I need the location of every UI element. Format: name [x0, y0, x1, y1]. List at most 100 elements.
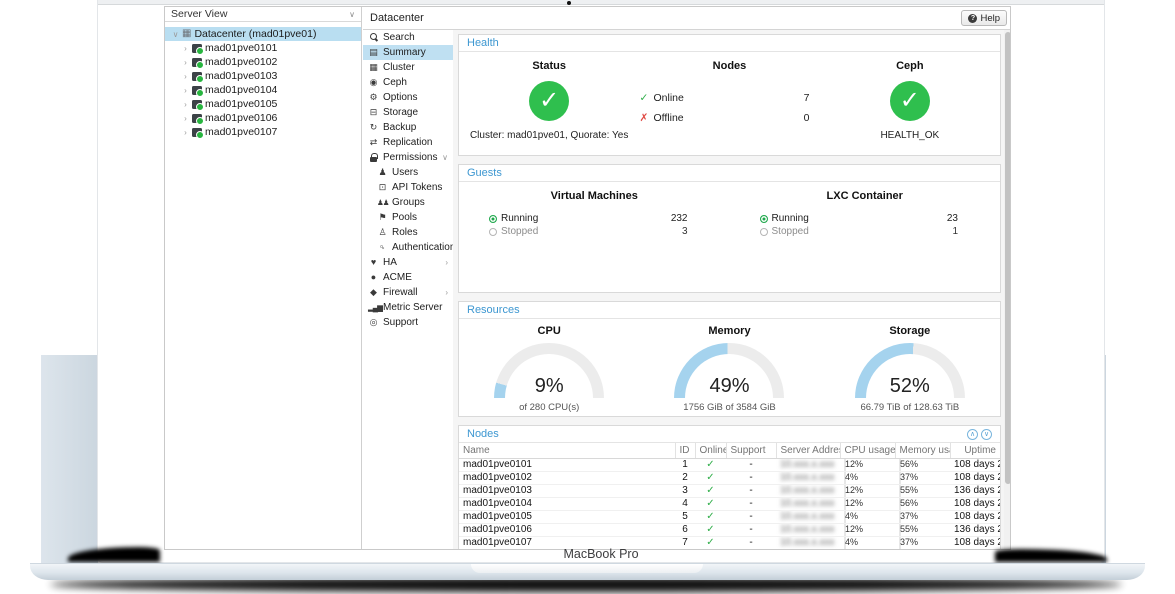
col-support[interactable]: Support — [725, 443, 776, 459]
tree-item-node[interactable]: › mad01pve0101 — [165, 41, 361, 55]
replication-icon: ⇄ — [369, 137, 378, 147]
menu-item-options[interactable]: ⚙ Options — [363, 90, 453, 105]
macbook-pro-label: MacBook Pro — [563, 547, 639, 561]
menu-item-backup[interactable]: ↻ Backup — [363, 120, 453, 135]
caret-right-icon[interactable]: › — [184, 113, 187, 123]
tree-item-node[interactable]: › mad01pve0103 — [165, 69, 361, 83]
laptop-top-bezel — [98, 0, 1104, 5]
table-row[interactable]: mad01pve0106 6 ✓ - 10.xxx.x.xxx 12% 55% … — [459, 523, 1000, 537]
node-online-icon — [192, 85, 204, 97]
col-name[interactable]: Name — [459, 443, 675, 459]
menu-item-label: ACME — [383, 272, 412, 283]
menu-item-summary[interactable]: ▤ Summary — [363, 45, 453, 60]
table-row[interactable]: mad01pve0104 4 ✓ - 10.xxx.x.xxx 12% 56% … — [459, 497, 1000, 511]
menu-item-groups[interactable]: ♟♟ Groups — [363, 195, 453, 210]
col-memory-usage[interactable]: Memory usage — [894, 443, 950, 459]
cpu-usage-bar: 12% — [844, 523, 864, 535]
tags-icon: ⚑ — [378, 212, 387, 222]
tree-item-node[interactable]: › mad01pve0104 — [165, 83, 361, 97]
server-address-blurred: 10.xxx.x.xxx — [780, 498, 835, 509]
menu-item-authentication[interactable]: ♀ Authentication — [363, 240, 455, 255]
menu-item-firewall[interactable]: ◆ Firewall › — [363, 285, 453, 300]
scrollbar-thumb[interactable] — [1005, 32, 1010, 484]
resources-section: Resources CPU 9% of 280 CPU(s) — [458, 301, 1001, 417]
menu-item-pools[interactable]: ⚑ Pools — [363, 210, 453, 225]
menu-item-users[interactable]: ♟ Users — [363, 165, 453, 180]
table-row[interactable]: mad01pve0101 1 ✓ - 10.xxx.x.xxx 12% 56% … — [459, 458, 1000, 472]
section-title: Guests — [467, 167, 502, 179]
running-dot-icon — [759, 214, 768, 223]
menu-item-api-tokens[interactable]: ⊡ API Tokens — [363, 180, 453, 195]
collapse-up-button[interactable]: ∧ — [967, 428, 978, 440]
menu-item-search[interactable]: Search — [363, 30, 453, 45]
tree-item-node[interactable]: › mad01pve0105 — [165, 97, 361, 111]
table-row[interactable]: mad01pve0103 3 ✓ - 10.xxx.x.xxx 12% 55% … — [459, 484, 1000, 498]
chevron-down-icon[interactable]: ∨ — [349, 9, 355, 19]
caret-right-icon[interactable]: › — [184, 127, 187, 137]
menu-item-ha[interactable]: ♥ HA › — [363, 255, 453, 270]
col-id[interactable]: ID — [674, 443, 695, 459]
lxc-title: LXC Container — [826, 190, 903, 202]
lxc-running-row: Running 23 — [759, 212, 958, 225]
caret-right-icon[interactable]: › — [184, 57, 187, 67]
caret-right-icon[interactable]: › — [184, 71, 187, 81]
lid-shadow-left — [68, 547, 160, 562]
table-row[interactable]: mad01pve0107 7 ✓ - 10.xxx.x.xxx 4% 37% 1… — [459, 536, 1000, 549]
question-icon: ? — [968, 13, 978, 23]
tree-item-node[interactable]: › mad01pve0107 — [165, 125, 361, 139]
cpu-usage-bar: 12% — [844, 458, 864, 470]
health-section: Health Status ✓ Cluster: mad01pve01, Quo… — [458, 34, 1001, 156]
lxc-stopped-count: 1 — [952, 226, 958, 237]
cpu-usage-bar: 12% — [844, 484, 864, 496]
ceph-ok-icon: ✓ — [889, 81, 930, 121]
tree-item-node[interactable]: › mad01pve0102 — [165, 55, 361, 69]
col-uptime[interactable]: Uptime — [949, 443, 1000, 459]
menu-item-acme[interactable]: ● ACME — [363, 270, 453, 285]
menu-item-label: HA — [383, 257, 397, 268]
table-row[interactable]: mad01pve0105 5 ✓ - 10.xxx.x.xxx 4% 37% 1… — [459, 510, 1000, 524]
menu-item-ceph[interactable]: ◉ Ceph — [363, 75, 453, 90]
table-row[interactable]: mad01pve0102 2 ✓ - 10.xxx.x.xxx 4% 37% 1… — [459, 471, 1000, 485]
menu-item-storage[interactable]: ⊟ Storage — [363, 105, 453, 120]
menu-item-cluster[interactable]: ▦ Cluster — [363, 60, 453, 75]
menu-item-label: Roles — [392, 227, 418, 238]
vertical-scrollbar[interactable] — [1004, 30, 1010, 549]
server-view-label: Server View — [171, 8, 228, 20]
node-online-icon — [192, 113, 204, 125]
check-icon: ✓ — [639, 92, 649, 104]
proxmox-app-window: Server View ∨ ∨ ▦ Datacenter (mad01pve01… — [164, 6, 1011, 550]
search-icon — [368, 32, 379, 43]
help-button-label: Help — [980, 12, 1000, 24]
col-cpu-usage[interactable]: CPU usage — [839, 443, 895, 459]
help-button[interactable]: ? Help — [961, 10, 1007, 26]
caret-right-icon[interactable]: › — [184, 85, 187, 95]
collapse-down-button[interactable]: ∨ — [981, 428, 992, 440]
col-server-address[interactable]: Server Address — [775, 443, 840, 459]
chevron-right-icon: › — [445, 288, 448, 297]
caret-right-icon[interactable]: › — [184, 99, 187, 109]
nodes-online-row: ✓ Online 7 — [639, 88, 819, 108]
caret-down-icon[interactable]: ∨ — [172, 29, 179, 39]
menu-item-permissions[interactable]: Permissions ∨ — [363, 150, 453, 165]
menu-item-replication[interactable]: ⇄ Replication — [363, 135, 453, 150]
tree-item-datacenter[interactable]: ∨ ▦ Datacenter (mad01pve01) — [165, 27, 361, 41]
server-address-blurred: 10.xxx.x.xxx — [780, 511, 835, 522]
server-view-header[interactable]: Server View ∨ — [165, 7, 361, 22]
tree-item-label: mad01pve0107 — [205, 126, 278, 138]
lxc-summary: LXC Container Running 23 — [730, 182, 1001, 292]
memory-title: Memory — [708, 325, 751, 337]
menu-item-support[interactable]: ◎ Support — [363, 315, 453, 330]
tree-item-node[interactable]: › mad01pve0106 — [165, 111, 361, 125]
node-online-icon — [192, 43, 204, 55]
lid-shadow-right — [995, 549, 1107, 562]
col-online[interactable]: Online — [694, 443, 726, 459]
menu-item-metric-server[interactable]: ▂▄▆ Metric Server — [363, 300, 453, 315]
cpu-usage-bar: 4% — [844, 471, 859, 483]
menu-item-roles[interactable]: ♙ Roles — [363, 225, 453, 240]
ceph-icon: ◉ — [369, 77, 378, 87]
cpu-usage-bar: 12% — [844, 497, 864, 509]
storage-caption: 66.79 TiB of 128.63 TiB — [860, 402, 960, 413]
caret-right-icon[interactable]: › — [184, 43, 187, 53]
memory-usage-bar: 56% — [899, 458, 919, 470]
